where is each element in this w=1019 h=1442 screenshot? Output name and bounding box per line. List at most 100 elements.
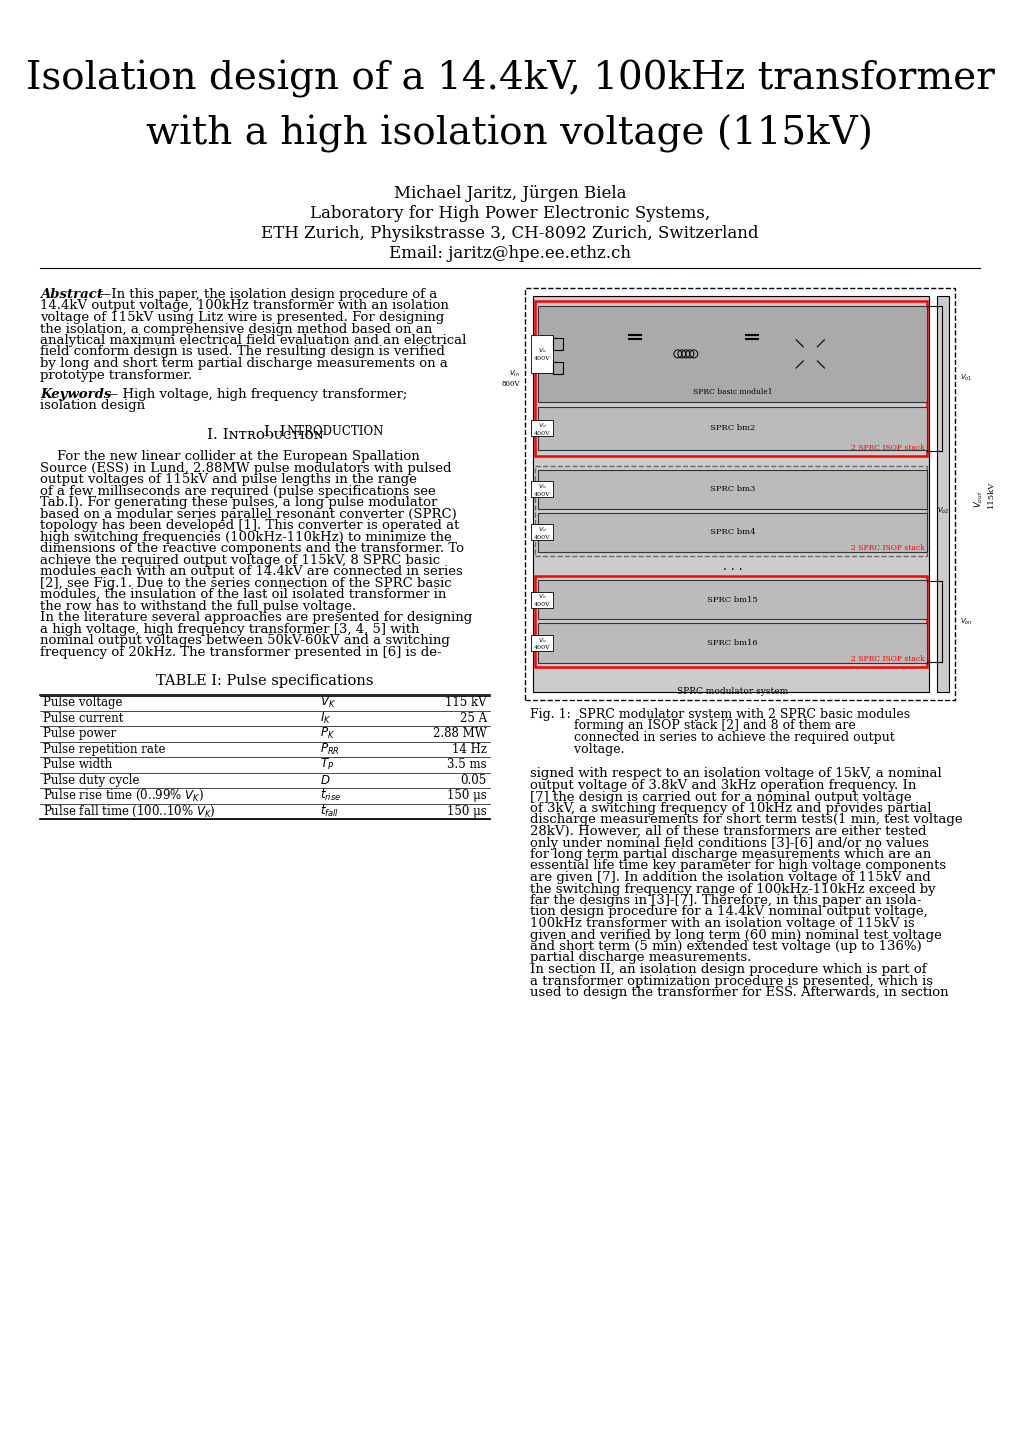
Bar bbox=[531, 482, 552, 497]
Text: $I_K$: $I_K$ bbox=[320, 711, 331, 725]
Text: 2 SPRC ISOP stack: 2 SPRC ISOP stack bbox=[851, 655, 924, 663]
Text: Pulse fall time (100..10% $V_K$): Pulse fall time (100..10% $V_K$) bbox=[43, 803, 215, 819]
Text: $V_{on}$: $V_{on}$ bbox=[959, 616, 971, 627]
Text: Pulse power: Pulse power bbox=[43, 727, 116, 740]
Bar bbox=[535, 301, 926, 456]
Text: Pulse repetition rate: Pulse repetition rate bbox=[43, 743, 165, 756]
Text: . . .: . . . bbox=[722, 559, 742, 572]
Text: $V_o$
400V: $V_o$ 400V bbox=[533, 525, 550, 539]
Text: output voltage of 3.8kV and 3kHz operation frequency. In: output voltage of 3.8kV and 3kHz operati… bbox=[530, 779, 915, 792]
Text: SPRC modulator system: SPRC modulator system bbox=[677, 686, 788, 696]
Text: SPRC bm3: SPRC bm3 bbox=[709, 485, 754, 493]
Text: 2 SPRC ISOP stack: 2 SPRC ISOP stack bbox=[851, 444, 924, 451]
Text: $D$: $D$ bbox=[320, 774, 330, 787]
Text: — High voltage, high frequency transformer;: — High voltage, high frequency transform… bbox=[105, 388, 407, 401]
Text: high switching frequencies (100kHz-110kHz) to minimize the: high switching frequencies (100kHz-110kH… bbox=[40, 531, 451, 544]
Text: field conform design is used. The resulting design is verified: field conform design is used. The result… bbox=[40, 346, 444, 359]
Text: the row has to withstand the full pulse voltage.: the row has to withstand the full pulse … bbox=[40, 600, 356, 613]
Text: Keywords: Keywords bbox=[40, 388, 111, 401]
Bar bbox=[537, 513, 926, 552]
Text: isolation design: isolation design bbox=[40, 399, 145, 412]
Text: Fig. 1:  SPRC modulator system with 2 SPRC basic modules: Fig. 1: SPRC modulator system with 2 SPR… bbox=[530, 708, 909, 721]
Text: I. I: I. I bbox=[265, 428, 286, 443]
Bar bbox=[537, 407, 926, 450]
Text: —In this paper, the isolation design procedure of a: —In this paper, the isolation design pro… bbox=[98, 288, 437, 301]
Text: nominal output voltages between 50kV-60kV and a switching: nominal output voltages between 50kV-60k… bbox=[40, 634, 449, 647]
Text: Abstract: Abstract bbox=[40, 288, 103, 301]
Text: analytical maximum electrical field evaluation and an electrical: analytical maximum electrical field eval… bbox=[40, 335, 466, 348]
Text: I. I: I. I bbox=[264, 425, 285, 438]
Bar bbox=[531, 634, 552, 652]
Text: $V_o$
400V: $V_o$ 400V bbox=[533, 636, 550, 650]
Text: I. Iɴᴛʀᴏᴅᴜᴄᴛɪᴏɴ: I. Iɴᴛʀᴏᴅᴜᴄᴛɪᴏɴ bbox=[207, 428, 323, 443]
Text: $V_K$: $V_K$ bbox=[320, 695, 335, 711]
Text: 25 A: 25 A bbox=[460, 712, 486, 725]
Text: prototype transformer.: prototype transformer. bbox=[40, 369, 192, 382]
Text: $t_{rise}$: $t_{rise}$ bbox=[320, 789, 341, 803]
Text: Pulse width: Pulse width bbox=[43, 758, 112, 771]
Text: $V_{in}$
800V: $V_{in}$ 800V bbox=[501, 369, 520, 388]
Text: 2 SPRC ISOP stack: 2 SPRC ISOP stack bbox=[851, 544, 924, 552]
Text: [7] the design is carried out for a nominal output voltage: [7] the design is carried out for a nomi… bbox=[530, 790, 911, 803]
Text: Email: jaritz@hpe.ee.ethz.ch: Email: jaritz@hpe.ee.ethz.ch bbox=[388, 245, 631, 262]
Text: used to design the transformer for ESS. Afterwards, in section: used to design the transformer for ESS. … bbox=[530, 986, 948, 999]
Text: only under nominal field conditions [3]-[6] and/or no values: only under nominal field conditions [3]-… bbox=[530, 836, 928, 849]
Text: 14.4kV output voltage, 100kHz transformer with an isolation: 14.4kV output voltage, 100kHz transforme… bbox=[40, 300, 448, 313]
Bar bbox=[533, 296, 928, 692]
Text: frequency of 20kHz. The transformer presented in [6] is de-: frequency of 20kHz. The transformer pres… bbox=[40, 646, 441, 659]
Bar bbox=[531, 421, 552, 437]
Text: tion design procedure for a 14.4kV nominal output voltage,: tion design procedure for a 14.4kV nomin… bbox=[530, 906, 927, 919]
Text: SPRC bm4: SPRC bm4 bbox=[709, 528, 754, 536]
Text: by long and short term partial discharge measurements on a: by long and short term partial discharge… bbox=[40, 358, 447, 371]
Text: dimensions of the reactive components and the transformer. To: dimensions of the reactive components an… bbox=[40, 542, 464, 555]
Text: a transformer optimization procedure is presented, which is: a transformer optimization procedure is … bbox=[530, 975, 932, 988]
Text: ETH Zurich, Physikstrasse 3, CH-8092 Zurich, Switzerland: ETH Zurich, Physikstrasse 3, CH-8092 Zur… bbox=[261, 225, 758, 242]
Text: $V_o$
400V: $V_o$ 400V bbox=[533, 421, 550, 435]
Text: forming an ISOP stack [2] and 8 of them are: forming an ISOP stack [2] and 8 of them … bbox=[530, 720, 855, 733]
Text: voltage.: voltage. bbox=[530, 743, 624, 756]
Text: of a few milliseconds are required (pulse specifications see: of a few milliseconds are required (puls… bbox=[40, 485, 435, 497]
Text: signed with respect to an isolation voltage of 15kV, a nominal: signed with respect to an isolation volt… bbox=[530, 767, 941, 780]
Text: connected in series to achieve the required output: connected in series to achieve the requi… bbox=[530, 731, 894, 744]
Text: topology has been developed [1]. This converter is operated at: topology has been developed [1]. This co… bbox=[40, 519, 459, 532]
Bar bbox=[936, 296, 948, 692]
Text: far the designs in [3]-[7]. Therefore, in this paper an isola-: far the designs in [3]-[7]. Therefore, i… bbox=[530, 894, 920, 907]
Text: discharge measurements for short term tests(1 min, test voltage: discharge measurements for short term te… bbox=[530, 813, 962, 826]
Text: $V_o$
400V: $V_o$ 400V bbox=[533, 482, 550, 496]
Text: TABLE I: Pulse specifications: TABLE I: Pulse specifications bbox=[156, 675, 373, 688]
Bar bbox=[531, 591, 552, 607]
Text: with a high isolation voltage (115kV): with a high isolation voltage (115kV) bbox=[147, 115, 872, 153]
Text: output voltages of 115kV and pulse lengths in the range: output voltages of 115kV and pulse lengt… bbox=[40, 473, 417, 486]
Text: essential life time key parameter for high voltage components: essential life time key parameter for hi… bbox=[530, 859, 946, 872]
Text: NTRODUCTION: NTRODUCTION bbox=[285, 425, 383, 438]
Bar bbox=[537, 306, 926, 402]
Text: Michael Jaritz, Jürgen Biela: Michael Jaritz, Jürgen Biela bbox=[393, 185, 626, 202]
Text: of 3kV, a switching frequency of 10kHz and provides partial: of 3kV, a switching frequency of 10kHz a… bbox=[530, 802, 930, 815]
Text: Pulse rise time (0..99% $V_K$): Pulse rise time (0..99% $V_K$) bbox=[43, 789, 204, 803]
Text: $V_o$
400V: $V_o$ 400V bbox=[533, 593, 550, 607]
Text: 115 kV: 115 kV bbox=[445, 696, 486, 709]
Bar bbox=[531, 335, 552, 373]
Bar bbox=[535, 466, 926, 557]
Text: 2.88 MW: 2.88 MW bbox=[433, 727, 486, 740]
Text: based on a modular series parallel resonant converter (SPRC): based on a modular series parallel reson… bbox=[40, 508, 457, 521]
Text: In the literature several approaches are presented for designing: In the literature several approaches are… bbox=[40, 611, 472, 624]
Bar bbox=[535, 577, 926, 666]
Text: 3.5 ms: 3.5 ms bbox=[447, 758, 486, 771]
Text: $V_o$
400V: $V_o$ 400V bbox=[533, 346, 550, 362]
Text: SPRC bm2: SPRC bm2 bbox=[709, 424, 754, 433]
Text: 100kHz transformer with an isolation voltage of 115kV is: 100kHz transformer with an isolation vol… bbox=[530, 917, 914, 930]
Text: and short term (5 min) extended test voltage (up to 136%): and short term (5 min) extended test vol… bbox=[530, 940, 921, 953]
Text: SPRC basic module1: SPRC basic module1 bbox=[692, 388, 771, 395]
Text: Pulse current: Pulse current bbox=[43, 712, 123, 725]
Text: modules, the insulation of the last oil isolated transformer in: modules, the insulation of the last oil … bbox=[40, 588, 446, 601]
Text: Laboratory for High Power Electronic Systems,: Laboratory for High Power Electronic Sys… bbox=[310, 205, 709, 222]
Text: achieve the required output voltage of 115kV, 8 SPRC basic: achieve the required output voltage of 1… bbox=[40, 554, 439, 567]
Text: 14 Hz: 14 Hz bbox=[451, 743, 486, 756]
Text: $V_{o2}$: $V_{o2}$ bbox=[936, 506, 949, 516]
Text: $V_{o1}$: $V_{o1}$ bbox=[959, 373, 971, 384]
Text: 150 μs: 150 μs bbox=[446, 789, 486, 802]
Text: voltage of 115kV using Litz wire is presented. For designing: voltage of 115kV using Litz wire is pres… bbox=[40, 311, 444, 324]
Text: SPRC bm15: SPRC bm15 bbox=[706, 596, 757, 604]
Text: $V_{out}$
115kV: $V_{out}$ 115kV bbox=[972, 480, 994, 508]
